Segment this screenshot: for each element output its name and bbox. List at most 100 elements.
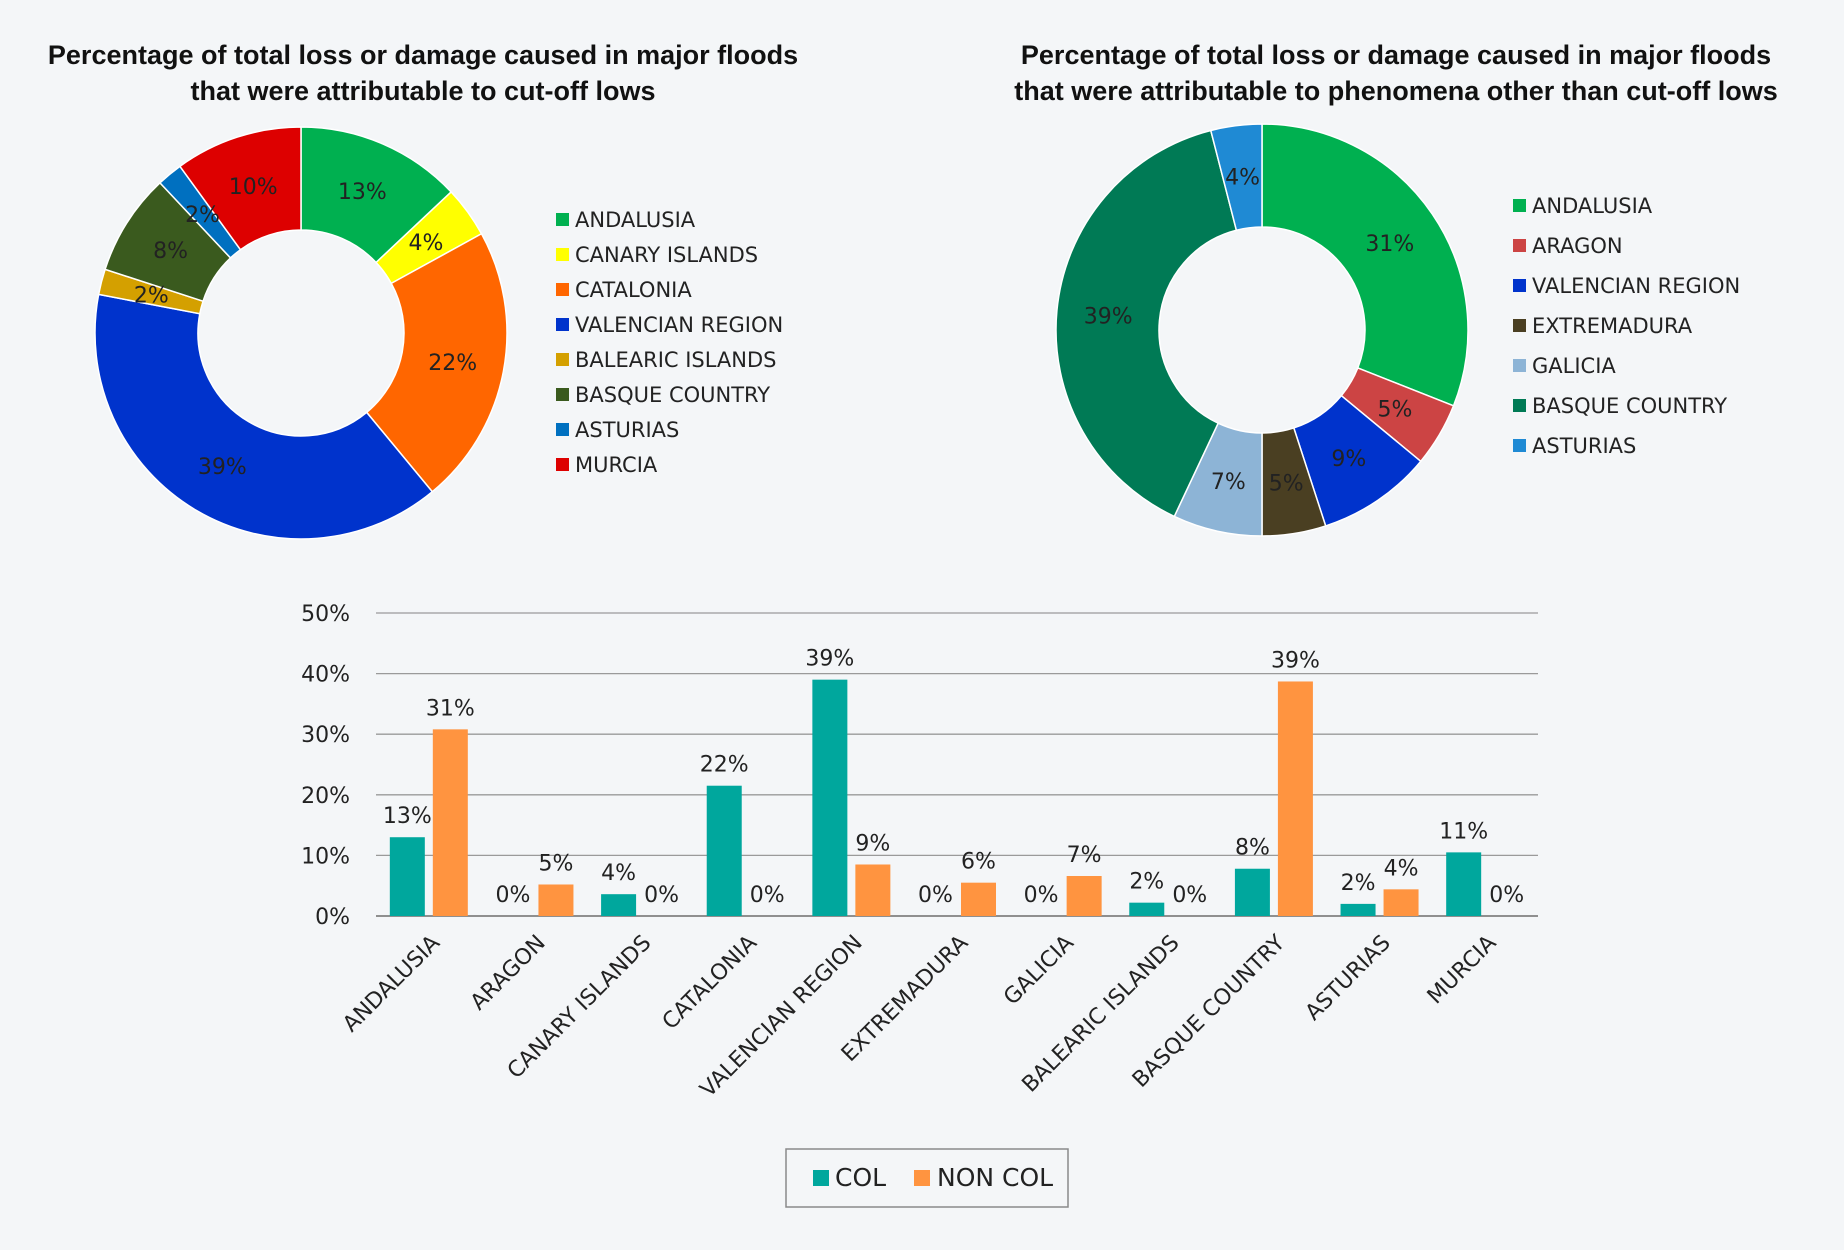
donut1-label-balearic-islands: 2% [134, 284, 169, 309]
bar-non-col-asturias [1383, 889, 1419, 916]
donut1-slice-valencian-region [94, 293, 434, 540]
donut2-label-basque-country: 39% [1084, 304, 1133, 329]
donut2-legend-swatch-galicia [1513, 359, 1526, 372]
donut2-legend-swatch-andalusia [1513, 199, 1526, 212]
donut1-slice-murcia [178, 126, 302, 251]
bar-label-non-col-galicia: 7% [1067, 843, 1102, 868]
donut1-label-canary-islands: 4% [409, 231, 444, 256]
donut2-legend-swatch-basque-country [1513, 399, 1526, 412]
bar-non-col-galicia [1066, 876, 1102, 916]
donut2-legend-label-extremadura: EXTREMADURA [1532, 314, 1693, 338]
donut2-slices [1055, 123, 1469, 537]
donut1-legend-swatch-murcia [556, 458, 569, 471]
bar-label-non-col-extremadura: 6% [961, 850, 996, 875]
donut1-legend-swatch-catalonia [556, 283, 569, 296]
donut1-label-catalonia: 22% [428, 351, 477, 376]
legend-label-col: COL [835, 1163, 886, 1192]
bar-non-col-extremadura [961, 882, 996, 916]
donut1-slice-andalusia [300, 126, 453, 264]
category-label-galicia: GALICIA [999, 931, 1079, 1011]
donut2-legend-label-aragon: ARAGON [1532, 234, 1623, 258]
bar-col-andalusia [389, 837, 425, 916]
bar-col-basque-country [1234, 868, 1270, 916]
donut2-slice-asturias [1209, 123, 1263, 232]
bar-y-tick-labels: 0% 10% 20% 30% 40% 50% [301, 602, 350, 930]
bar-label-col-extremadura: 0% [918, 883, 953, 908]
bar-label-non-col-valencian-region: 9% [855, 831, 890, 856]
bar-label-non-col-aragon: 5% [539, 851, 574, 876]
category-label-aragon: ARAGON [466, 931, 551, 1016]
donut2-slice-andalusia [1261, 123, 1469, 407]
donut1-legend-label-andalusia: ANDALUSIA [575, 208, 696, 232]
donut2-legend-label-galicia: GALICIA [1532, 354, 1616, 378]
bar-col-balearic-islands [1129, 902, 1165, 916]
donut2-legend-label-valencian-region: VALENCIAN REGION [1532, 274, 1740, 298]
donut-chart-cut-off-lows: Percentage of total loss or damage cause… [48, 40, 798, 540]
bar-label-col-catalonia: 22% [700, 753, 749, 778]
donut1-label-valencian-region: 39% [198, 455, 247, 480]
donut1-legend-swatch-andalusia [556, 213, 569, 226]
donut2-legend: ANDALUSIA ARAGON VALENCIAN REGION EXTREMADU… [1513, 194, 1740, 458]
bar-col-catalonia [706, 785, 742, 916]
category-label-catalonia: CATALONIA [658, 931, 762, 1035]
bar-label-col-basque-country: 8% [1235, 836, 1270, 861]
donut1-legend-swatch-valencian-region [556, 318, 569, 331]
donut2-label-aragon: 5% [1378, 398, 1413, 423]
donut2-legend-swatch-asturias [1513, 439, 1526, 452]
donut1-legend-label-murcia: MURCIA [575, 453, 658, 477]
donut1-label-basque-country: 8% [153, 239, 188, 264]
donut2-legend-label-andalusia: ANDALUSIA [1532, 194, 1653, 218]
donut1-legend-swatch-canary-islands [556, 248, 569, 261]
donut1-label-asturias: 2% [185, 203, 220, 228]
bar-label-non-col-balearic-islands: 0% [1172, 883, 1207, 908]
y-tick-40: 40% [301, 663, 350, 688]
bar-label-non-col-catalonia: 0% [750, 883, 785, 908]
category-label-andalusia: ANDALUSIA [338, 931, 445, 1038]
donut2-label-andalusia: 31% [1365, 232, 1414, 257]
legend-swatch-non-col [914, 1170, 930, 1186]
donut1-legend-swatch-balearic-islands [556, 353, 569, 366]
donut1-legend-swatch-asturias [556, 423, 569, 436]
donut1-legend-label-canary-islands: CANARY ISLANDS [575, 243, 758, 267]
bar-label-non-col-basque-country: 39% [1271, 648, 1320, 673]
y-tick-30: 30% [301, 723, 350, 748]
bar-label-col-balearic-islands: 2% [1129, 870, 1164, 895]
donut2-legend-swatch-valencian-region [1513, 279, 1526, 292]
donut2-legend-swatch-extremadura [1513, 319, 1526, 332]
donut1-legend-label-catalonia: CATALONIA [575, 278, 692, 302]
bar-col-asturias [1340, 903, 1376, 916]
donut1-label-murcia: 10% [229, 175, 278, 200]
donut1-legend: ANDALUSIA CANARY ISLANDS CATALONIA VALENCIA… [556, 208, 783, 477]
donut2-legend-swatch-aragon [1513, 239, 1526, 252]
donut1-slices [94, 126, 508, 540]
bar-value-labels: 13% 31% 0% 5% 4% 0% 22% 0% 39% 9% 0% 6% 0% 7% 2% 0% 8% 39… [383, 647, 1524, 908]
bar-label-col-andalusia: 13% [383, 804, 432, 829]
bar-non-col-valencian-region [855, 864, 891, 916]
donut1-legend-label-asturias: ASTURIAS [575, 418, 679, 442]
bar-label-col-murcia: 11% [1439, 819, 1488, 844]
donut2-title-line1: Percentage of total loss or damage cause… [1021, 40, 1771, 70]
donut1-slice-labels: 13% 4% 22% 39% 2% 8% 2% 10% [134, 175, 477, 480]
y-tick-50: 50% [301, 602, 350, 627]
y-tick-0: 0% [315, 905, 350, 930]
bar-bars [389, 679, 1482, 916]
bar-label-col-valencian-region: 39% [805, 647, 854, 672]
bar-chart-col-vs-non-col: 0% 10% 20% 30% 40% 50% 13% 31% 0% 5% 4% 0% 22% 0% 39%… [301, 602, 1538, 1208]
bar-label-col-canary-islands: 4% [601, 861, 636, 886]
donut2-slice-labels: 31% 5% 9% 5% 7% 39% 4% [1084, 166, 1415, 497]
donut1-title-line2: that were attributable to cut-off lows [190, 76, 655, 106]
category-label-asturias: ASTURIAS [1301, 931, 1396, 1026]
donut1-title-line1: Percentage of total loss or damage cause… [48, 40, 798, 70]
bar-label-non-col-canary-islands: 0% [644, 883, 679, 908]
donut1-legend-swatch-basque-country [556, 388, 569, 401]
bar-label-non-col-murcia: 0% [1489, 883, 1524, 908]
legend-label-non-col: NON COL [937, 1163, 1053, 1192]
donut-chart-other-phenomena: Percentage of total loss or damage cause… [1014, 40, 1778, 537]
donut1-legend-label-balearic-islands: BALEARIC ISLANDS [575, 348, 777, 372]
legend-swatch-col [813, 1170, 829, 1186]
bar-non-col-andalusia [432, 729, 468, 916]
y-tick-20: 20% [301, 784, 350, 809]
bar-label-non-col-andalusia: 31% [426, 696, 475, 721]
bar-non-col-aragon [538, 884, 574, 916]
